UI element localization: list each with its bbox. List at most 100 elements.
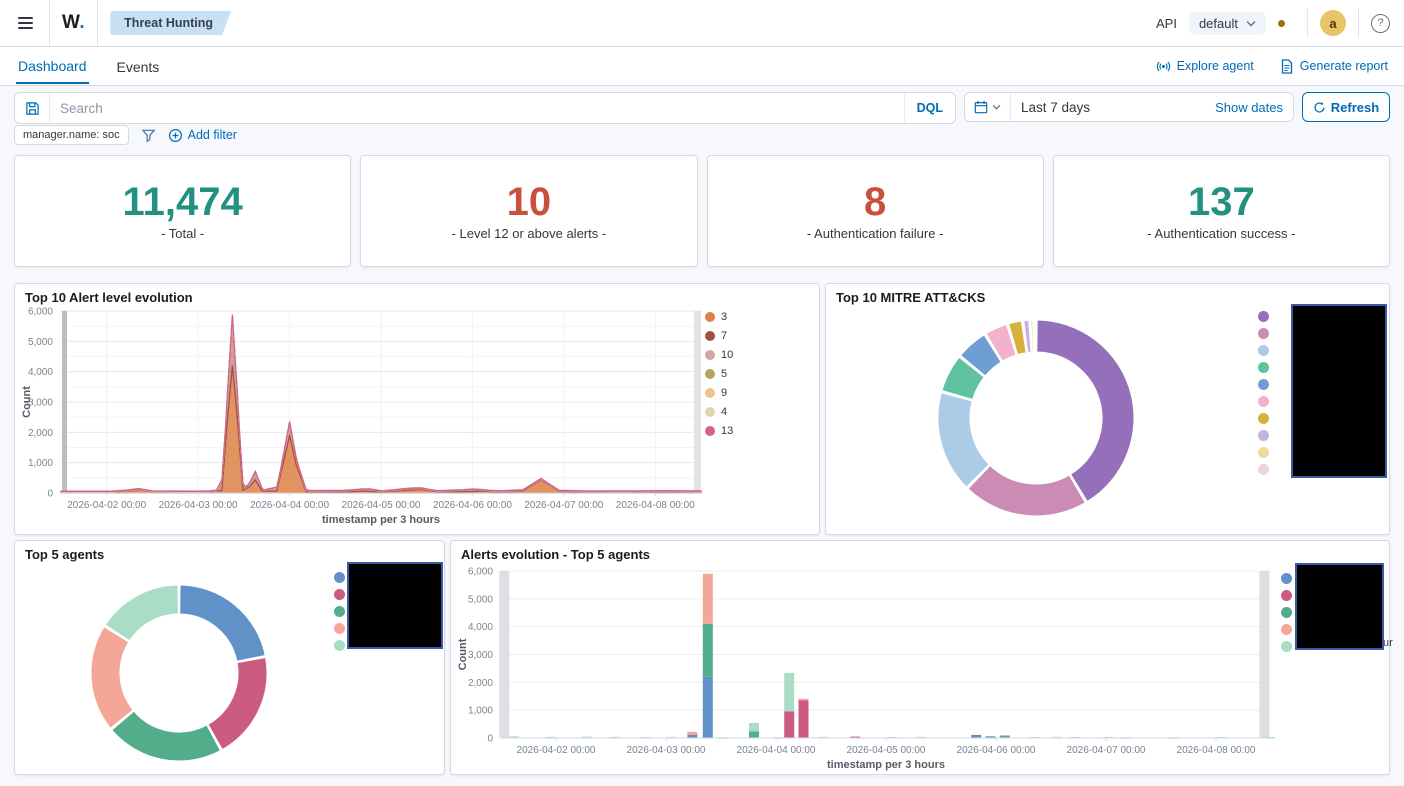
panel-alert-level-evolution: Top 10 Alert level evolution 0 1,000 2,000…	[14, 283, 820, 535]
svg-text:2026-04-06 00:00: 2026-04-06 00:00	[957, 745, 1036, 756]
tab-events[interactable]: Events	[116, 59, 160, 75]
svg-text:6,000: 6,000	[28, 307, 53, 318]
add-filter-button[interactable]: Add filter	[168, 128, 237, 143]
app-logo[interactable]: W.	[62, 12, 86, 33]
chart-legend	[334, 572, 345, 651]
legend-dot[interactable]	[1258, 311, 1269, 322]
legend-dot[interactable]	[1281, 641, 1292, 652]
generate-report-button[interactable]: Generate report	[1280, 58, 1388, 74]
svg-text:2026-04-02 00:00: 2026-04-02 00:00	[67, 500, 146, 511]
metric-value: 8	[864, 180, 887, 224]
panel-title: Top 10 MITRE ATT&CKS	[836, 290, 986, 305]
query-bar: DQL Last 7 days Show dates Refresh	[14, 92, 1390, 124]
legend-item[interactable]: 3	[705, 311, 733, 323]
panel-title: Top 5 agents	[25, 547, 105, 562]
avatar[interactable]: a	[1320, 10, 1346, 36]
legend-dot[interactable]	[1258, 430, 1269, 441]
legend-dot[interactable]	[334, 572, 345, 583]
metric-label: - Level 12 or above alerts -	[451, 226, 607, 241]
refresh-icon	[1314, 101, 1325, 113]
top-bar: W. Threat Hunting API default a ?	[0, 0, 1404, 47]
legend-dot[interactable]	[1281, 573, 1292, 584]
tab-dashboard[interactable]: Dashboard	[16, 48, 89, 84]
chevron-down-icon	[1246, 20, 1256, 26]
svg-text:3,000: 3,000	[28, 398, 53, 409]
plus-circle-icon	[168, 128, 182, 142]
legend-item[interactable]: 4	[705, 406, 733, 418]
legend-dot[interactable]	[1258, 328, 1269, 339]
svg-text:Count: Count	[21, 386, 33, 418]
metric-total[interactable]: 11,474 - Total -	[14, 155, 352, 267]
svg-text:2026-04-08 00:00: 2026-04-08 00:00	[1177, 745, 1256, 756]
legend-item[interactable]: 7	[705, 330, 733, 342]
top-agents-donut-chart[interactable]	[15, 541, 444, 774]
svg-text:2026-04-07 00:00: 2026-04-07 00:00	[1067, 745, 1146, 756]
dashboard-content: DQL Last 7 days Show dates Refresh manag…	[0, 86, 1404, 786]
svg-text:0: 0	[487, 734, 493, 745]
refresh-button[interactable]: Refresh	[1302, 92, 1390, 122]
legend-item[interactable]: 10	[705, 349, 733, 361]
legend-dot[interactable]	[1281, 624, 1292, 635]
legend-dot[interactable]	[1281, 607, 1292, 618]
api-selector[interactable]: default	[1188, 11, 1266, 35]
panel-top-agents: Top 5 agents	[14, 540, 445, 775]
divider	[1358, 8, 1359, 38]
alert-level-evolution-chart[interactable]: 0 1,000 2,000 3,000 4,000 5,000 6,000 2026-04-0…	[15, 284, 819, 534]
svg-text:6,000: 6,000	[468, 567, 493, 578]
legend-dot[interactable]	[1258, 396, 1269, 407]
breadcrumb[interactable]: Threat Hunting	[110, 11, 231, 35]
panel-alerts-evolution-agents: Alerts evolution - Top 5 agents 0 1,000 2,…	[450, 540, 1393, 775]
svg-text:1,000: 1,000	[28, 458, 53, 469]
legend-item[interactable]: 5	[705, 368, 733, 380]
filter-pill[interactable]: manager.name: soc	[14, 125, 129, 145]
divider	[97, 0, 99, 46]
metric-cards: 11,474 - Total - 10 - Level 12 or above …	[14, 155, 1390, 267]
calendar-dropdown[interactable]	[965, 93, 1011, 121]
filter-icon[interactable]	[141, 128, 156, 143]
svg-text:2026-04-04 00:00: 2026-04-04 00:00	[737, 745, 816, 756]
legend-dot[interactable]	[334, 623, 345, 634]
legend-dot[interactable]	[334, 589, 345, 600]
metric-label: - Total -	[161, 226, 205, 241]
metric-value: 10	[506, 180, 552, 224]
help-icon[interactable]: ?	[1371, 13, 1390, 33]
menu-icon[interactable]	[14, 13, 37, 33]
save-query-icon[interactable]	[15, 93, 50, 123]
explore-agent-button[interactable]: Explore agent	[1156, 59, 1254, 74]
panel-title: Top 10 Alert level evolution	[25, 290, 193, 305]
legend-dot[interactable]	[334, 606, 345, 617]
date-picker: Last 7 days Show dates	[964, 92, 1294, 122]
legend-dot[interactable]	[1258, 447, 1269, 458]
legend-item[interactable]: 13	[705, 425, 733, 437]
legend-dot[interactable]	[1258, 413, 1269, 424]
legend-item[interactable]: 9	[705, 387, 733, 399]
legend-dot[interactable]	[1281, 590, 1292, 601]
tabs-bar: Dashboard Events Explore agent Generate …	[0, 47, 1404, 86]
legend-dot[interactable]	[1258, 345, 1269, 356]
mitre-attacks-donut-chart[interactable]	[826, 284, 1389, 534]
svg-text:2,000: 2,000	[28, 428, 53, 439]
legend-dot[interactable]	[1258, 464, 1269, 475]
metric-auth-success[interactable]: 137 - Authentication success -	[1052, 155, 1390, 267]
legend-dot[interactable]	[334, 640, 345, 651]
svg-text:Count: Count	[457, 638, 469, 670]
metric-value: 137	[1188, 180, 1255, 224]
divider	[49, 0, 50, 46]
chevron-down-icon	[992, 104, 1001, 110]
redacted-legend	[1295, 563, 1384, 650]
alerts-evolution-bar-chart[interactable]: 0 1,000 2,000 3,000 4,000 5,000 6,000 2026-04-0…	[451, 541, 1389, 774]
legend-dot[interactable]	[1258, 379, 1269, 390]
show-dates-button[interactable]: Show dates	[1215, 99, 1283, 115]
search-input[interactable]	[50, 100, 904, 116]
time-range[interactable]: Last 7 days	[1021, 99, 1091, 115]
metric-level12-alerts[interactable]: 10 - Level 12 or above alerts -	[360, 155, 698, 267]
legend-overflow-text: ur	[1383, 637, 1393, 649]
metric-label: - Authentication success -	[1147, 226, 1296, 241]
svg-text:2026-04-06 00:00: 2026-04-06 00:00	[433, 500, 512, 511]
svg-text:2026-04-04 00:00: 2026-04-04 00:00	[250, 500, 329, 511]
metric-auth-failure[interactable]: 8 - Authentication failure -	[706, 155, 1044, 267]
legend-dot[interactable]	[1258, 362, 1269, 373]
search-box: DQL	[14, 92, 956, 124]
query-language-button[interactable]: DQL	[903, 93, 955, 123]
chart-legend	[1258, 311, 1269, 475]
